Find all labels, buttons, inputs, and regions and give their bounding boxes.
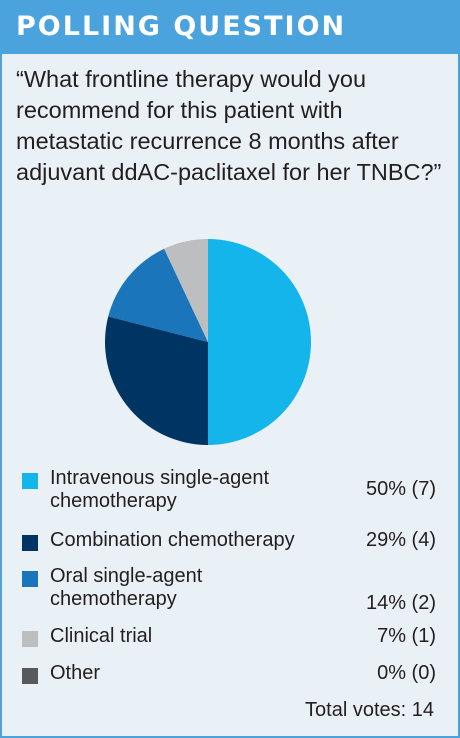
legend-item: Other 0% (0) — [18, 662, 436, 712]
header-title: POLLING QUESTION — [16, 11, 347, 42]
total-votes: Total votes: 14 — [305, 699, 434, 721]
poll-question: “What frontline therapy would you recomm… — [16, 66, 442, 185]
legend-value: 7% (1) — [377, 625, 436, 647]
legend-item: Clinical trial 7% (1) — [18, 625, 436, 675]
legend-value: 14% (2) — [365, 592, 436, 614]
legend-swatch — [22, 473, 38, 489]
legend-item: Combination chemotherapy 29% (4) — [18, 529, 436, 579]
pie-chart — [104, 239, 311, 445]
legend-swatch — [22, 571, 38, 587]
legend-label: Clinical trial — [50, 625, 153, 647]
pie-slice-2 — [108, 248, 208, 342]
legend-item: Intravenous single-agent chemotherapy 50%… — [18, 467, 436, 517]
legend-label: Intravenous single-agent chemotherapy — [50, 467, 270, 512]
legend-swatch — [22, 668, 38, 684]
legend-label: Other — [50, 662, 101, 684]
legend-item: Oral single-agent chemotherapy 14% (2) — [18, 565, 436, 615]
legend-swatch — [22, 631, 38, 647]
legend-label: Combination chemotherapy — [50, 529, 295, 551]
header-bar: POLLING QUESTION — [2, 2, 458, 54]
legend-value: 0% (0) — [377, 662, 436, 684]
pie-slice-0 — [208, 239, 311, 445]
legend-swatch — [22, 535, 38, 551]
pie-slice-1 — [104, 316, 208, 445]
legend-value: 50% (7) — [365, 478, 436, 500]
legend-value: 29% (4) — [365, 529, 436, 551]
legend-label: Oral single-agent chemotherapy — [50, 565, 203, 610]
pie-slice-3 — [164, 239, 208, 342]
